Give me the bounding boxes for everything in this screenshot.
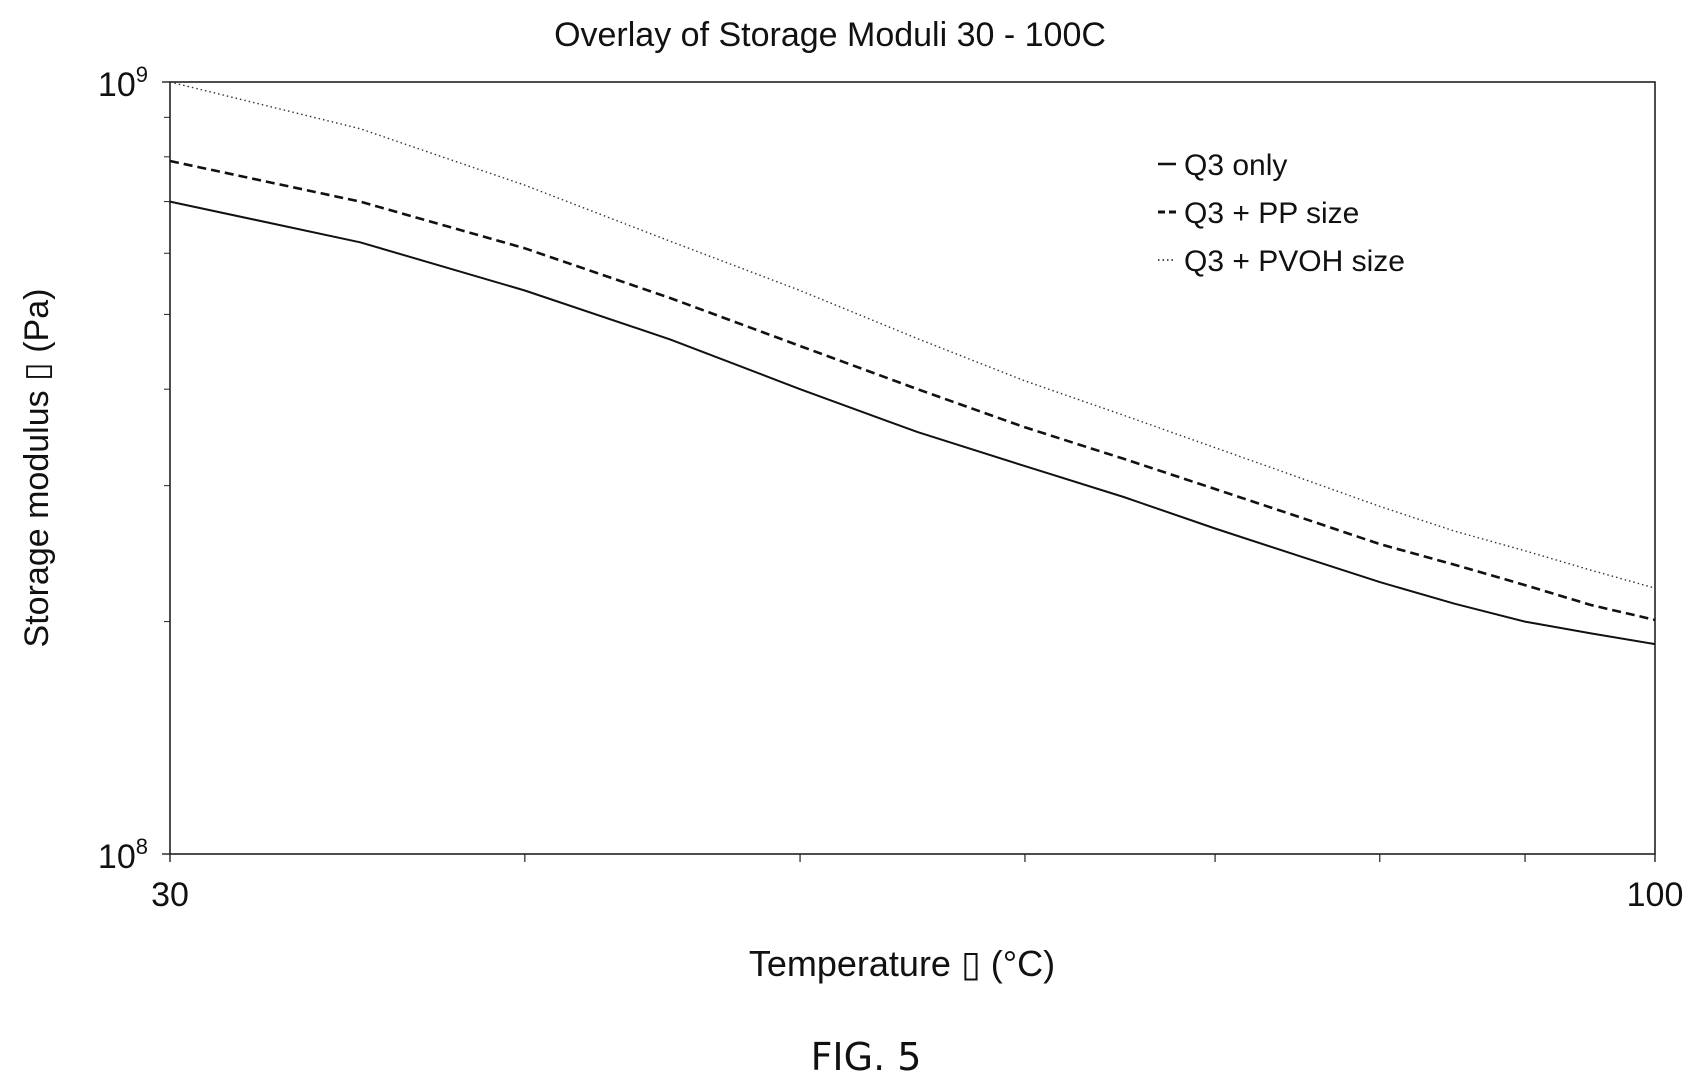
- series-layer: [169, 81, 1656, 646]
- legend: Q3 only Q3 + PP size Q3 + PVOH size: [1158, 149, 1405, 278]
- legend-label: Q3 + PVOH size: [1184, 245, 1405, 278]
- x-tick-label: 30: [151, 876, 189, 914]
- y-axis-label: Storage modulus ▯ (Pa): [18, 289, 56, 648]
- y-tick-exponent: 9: [136, 62, 148, 87]
- plot-area-frame: [169, 81, 1656, 855]
- y-tick-base: 10: [98, 66, 136, 104]
- y-tick-base: 10: [98, 838, 136, 876]
- series-line-q3-pvoh-size: [169, 81, 1656, 589]
- chart-title: Overlay of Storage Moduli 30 - 100C: [554, 16, 1106, 54]
- y-tick-label: 108: [98, 834, 148, 876]
- y-tick-exponent: 8: [136, 834, 148, 859]
- figure-caption: FIG. 5: [811, 1035, 922, 1079]
- y-tick-label: 109: [98, 62, 148, 104]
- legend-label: Q3 only: [1184, 149, 1287, 182]
- legend-label: Q3 + PP size: [1184, 197, 1359, 230]
- x-axis-label: Temperature ▯ (°C): [749, 943, 1055, 984]
- series-line-q3-pp-size: [169, 159, 1656, 622]
- x-tick-label: 100: [1627, 876, 1684, 914]
- series-line-q3-only: [169, 200, 1656, 646]
